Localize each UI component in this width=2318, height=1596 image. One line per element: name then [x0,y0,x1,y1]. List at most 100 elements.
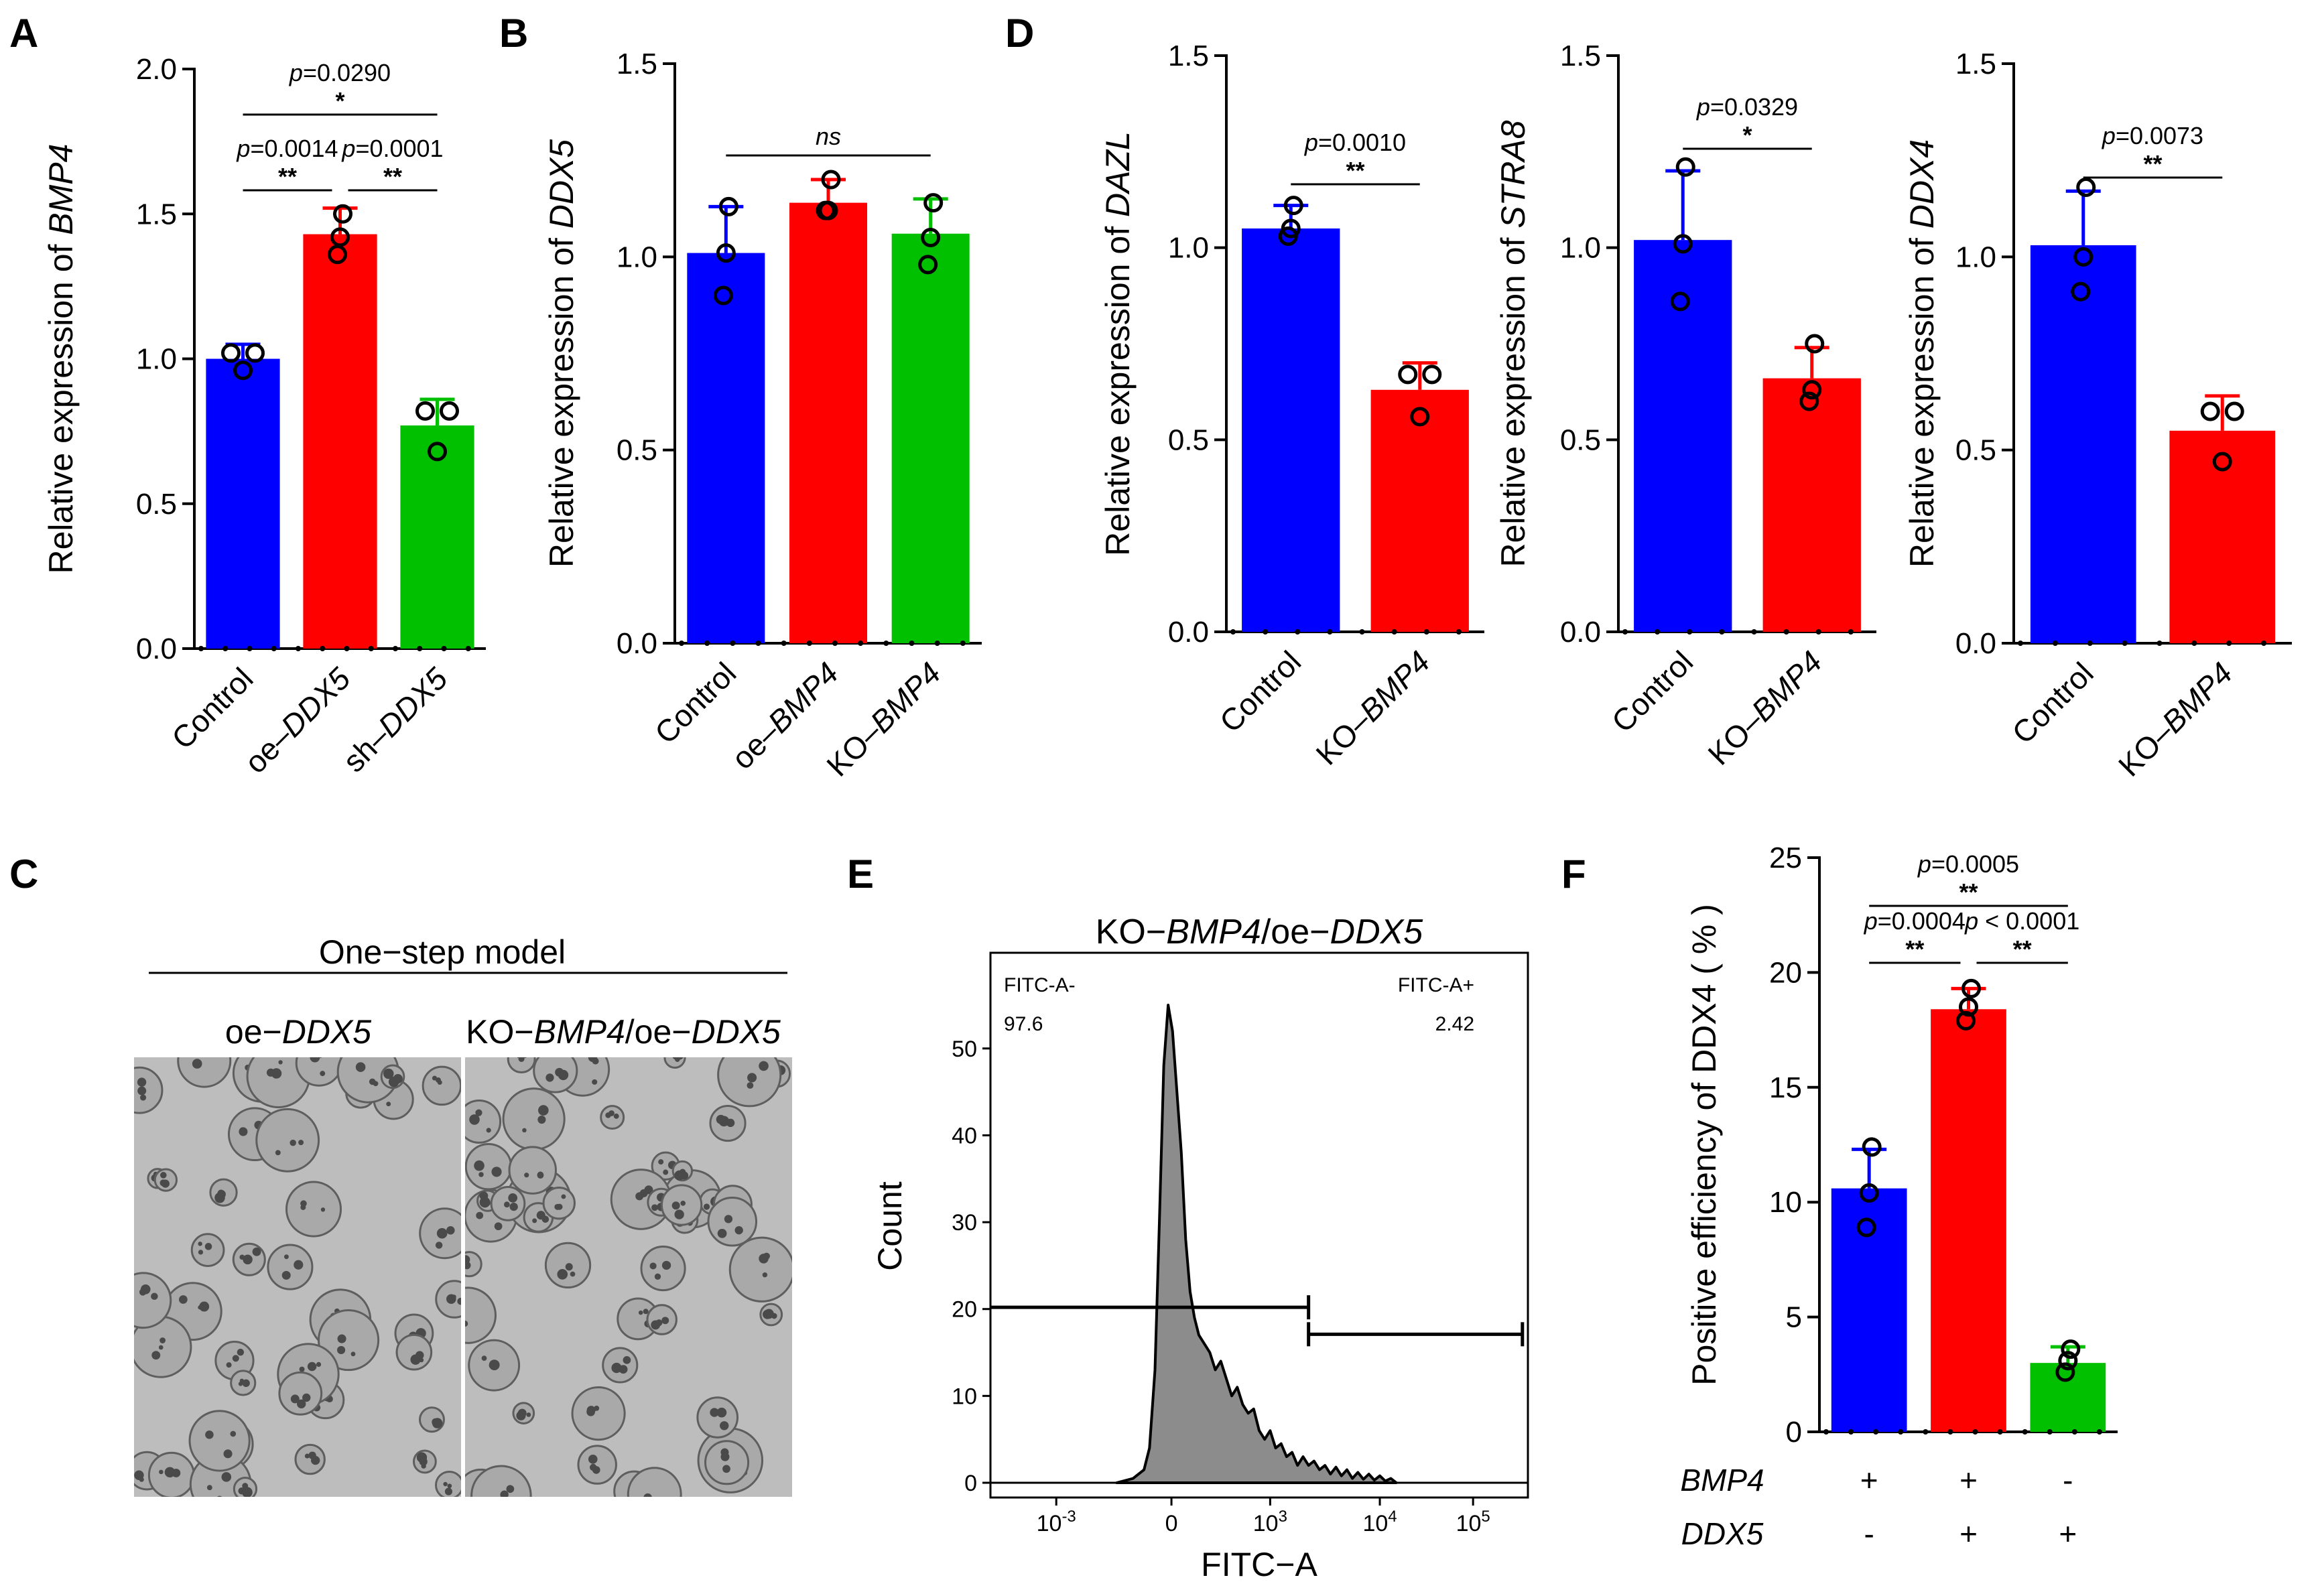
p-value: =0.0001 [355,135,443,162]
bar [2169,430,2276,643]
data-point [1859,1183,1879,1203]
cell-granule [307,1361,317,1372]
significance-stars: * [335,87,344,115]
data-point [818,200,838,220]
cell-granule [433,1422,440,1428]
x-axis-dot [909,641,915,646]
cell-granule [671,1201,680,1210]
y-tick-label: 1.0 [136,343,177,376]
y-tick-label: 1.5 [1560,40,1601,72]
y-tick-label: 25 [1769,842,1802,874]
bar [2030,1363,2106,1432]
bar [2030,245,2136,643]
cell-granule [747,1082,754,1089]
y-tick-label: 0.5 [1955,434,1996,467]
cell-granule [518,1057,525,1062]
x-axis-dot [417,646,423,651]
cell-granule [239,1378,245,1384]
x-axis-dot [1873,1429,1879,1435]
p-value-label: p=0.0001 [341,135,443,162]
x-axis-dot [2071,1429,2077,1435]
cell-granule [522,1128,527,1133]
significance-stars: ** [1346,157,1364,184]
cell [507,1057,536,1073]
significance-stars: ** [278,163,297,190]
cell-granule [159,1337,166,1343]
p-value-label: p=0.0004 [1864,907,1966,935]
x-axis-dot [679,641,684,646]
x-tick-label: Control [2005,655,2100,750]
cell-granule [232,1355,239,1362]
significance-stars: ** [1959,878,1978,906]
chart-D2: 0.0 0.5 1.0 1.5 Relative expression of STRA8… [1494,40,1876,772]
cell-granule [649,1262,657,1270]
plot-frame [989,951,1529,1499]
cell-granule [281,1270,291,1280]
x-axis-dot [1263,629,1269,635]
gate-value: 97.6 [1004,1013,1043,1035]
cell-granule [478,1172,484,1177]
data-point [1398,364,1418,385]
cell-granule [386,1102,391,1107]
x-tick-label: KO–BMP4 [1309,644,1436,771]
data-point [1670,291,1690,312]
data-point [428,442,447,462]
cell [663,1057,686,1069]
cell [533,1057,578,1093]
x-tick-label: sh–DDX5 [336,661,454,779]
cell-granule [762,1272,768,1278]
x-tick-label: 105 [1456,1508,1490,1536]
cell-granule [494,1222,503,1231]
x-tick-label-name: BMP4 [2155,655,2239,739]
x-tick-label: KO–BMP4 [1701,644,1828,771]
cell-granule [638,1310,643,1315]
x-axis-dot [858,641,864,646]
x-tick-label: 0 [1165,1511,1178,1536]
x-axis-dot [296,646,301,651]
bar [1931,1009,2006,1432]
cell-granule [586,1407,595,1416]
cell-granule [734,1225,743,1235]
x-tick-label: 10-3 [1037,1508,1076,1536]
cell-granule [486,1128,491,1133]
cell-granule [243,1254,253,1265]
p-symbol: p [289,59,303,86]
x-tick-base: 10 [1253,1511,1279,1536]
cell-granule [509,1202,518,1211]
cell-granule [452,1294,456,1299]
x-axis-dot [2022,1429,2028,1435]
x-axis-dot [1947,1429,1953,1435]
cell-granule [237,1348,245,1356]
cell-granule [199,1301,210,1312]
data-point [1673,234,1693,254]
data-point [1799,391,1819,411]
cell-granule [643,1493,652,1497]
x-axis-dot [730,641,736,646]
significance-stars: ** [2013,935,2032,963]
cell-granule [720,1448,729,1457]
cell-granule [302,1393,311,1402]
cell-granule [205,1431,214,1439]
factor-sign: + [1959,1463,1978,1498]
cell-granule [217,1495,222,1497]
cell-granule [158,1345,164,1350]
x-tick-exponent: 3 [1279,1508,1287,1526]
x-axis-dot [2018,641,2023,646]
x-tick-label-name: Control [1605,644,1700,739]
y-tick-label: 0 [1786,1416,1802,1449]
bar [206,358,280,649]
cell-granule [517,1408,527,1418]
cell [285,1181,342,1238]
x-axis-dot [1230,629,1236,635]
cell-granule [300,1204,306,1210]
condition-prefix: oe− [225,1013,282,1051]
p-value-label: p < 0.0001 [1964,907,2079,935]
data-point [1281,218,1301,239]
y-tick-label: 10 [1769,1186,1802,1219]
y-tick-label: 50 [952,1037,977,1062]
y-axis-label-text: Relative expression of [1903,228,1941,568]
cell-granule [139,1288,147,1296]
cell-granule [252,1247,261,1256]
p-symbol: p [2102,122,2116,149]
